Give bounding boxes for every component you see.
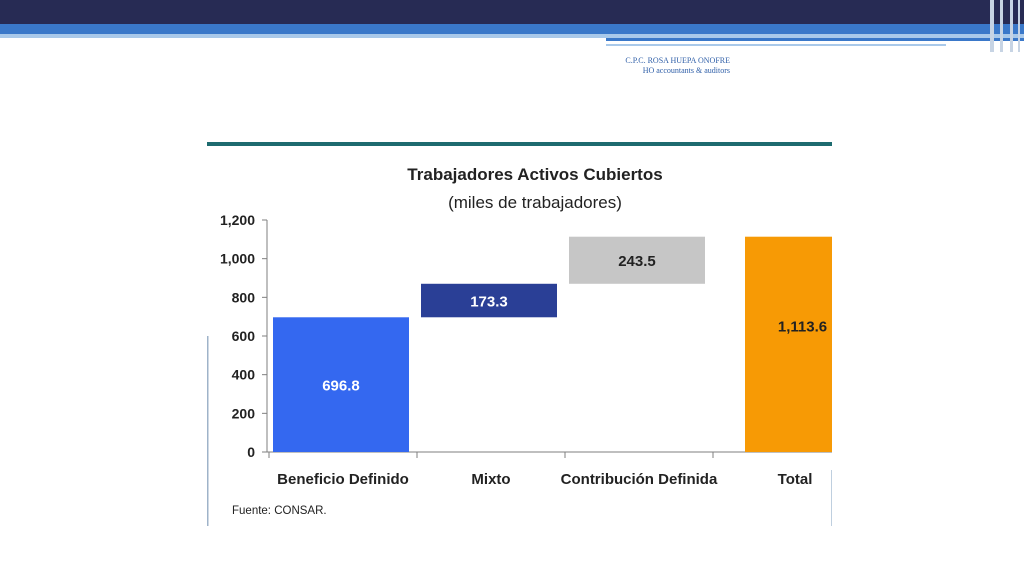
data-label: 243.5: [618, 253, 656, 270]
y-tick-label: 1,200: [220, 212, 255, 228]
source-note: Fuente: CONSAR.: [232, 505, 327, 517]
y-tick-label: 0: [247, 444, 255, 460]
chart-subtitle: (miles de trabajadores): [448, 193, 622, 212]
data-label: 696.8: [322, 378, 360, 395]
y-tick-label: 1,000: [220, 251, 255, 267]
chart-panel: Trabajadores Activos Cubiertos (miles de…: [207, 140, 832, 526]
header-band-dark: [0, 0, 1024, 24]
data-label: 1,113.6: [778, 318, 827, 335]
header-accent-line: [606, 38, 1024, 41]
bar-contribución-definida: [569, 236, 705, 284]
header-band: [0, 0, 1024, 52]
bar-beneficio-definido: [273, 317, 409, 452]
y-tick-label: 200: [232, 405, 256, 421]
header-band-blue: [0, 24, 1024, 34]
x-category-label: Total: [778, 471, 813, 488]
y-tick-label: 600: [232, 328, 256, 344]
bar-total: [745, 236, 832, 452]
x-category-label: Beneficio Definido: [277, 471, 409, 488]
header-corner-stripe: [1000, 0, 1003, 52]
header-firm: HO accountants & auditors: [642, 66, 730, 75]
header-corner-stripe: [1018, 0, 1020, 52]
chart-top-rule: [207, 142, 832, 146]
data-label: 173.3: [470, 294, 508, 311]
plot-area: 0 200 400 600 800 1,000 1,200 696.8 Beneficio De…: [220, 212, 832, 488]
header-corner-stripe: [990, 0, 994, 52]
bar-mixto: [421, 283, 557, 318]
header-accent-line-thin: [606, 44, 946, 46]
x-category-label: Mixto: [471, 471, 510, 488]
waterfall-chart: Trabajadores Activos Cubiertos (miles de…: [207, 142, 832, 526]
x-category-label: Contribución Definida: [561, 471, 718, 488]
chart-right-edge: [831, 470, 832, 526]
y-tick-label: 400: [232, 367, 256, 383]
header-corner-stripe: [1010, 0, 1013, 52]
chart-left-edge: [207, 336, 209, 526]
y-tick-label: 800: [232, 289, 256, 305]
chart-title: Trabajadores Activos Cubiertos: [407, 165, 662, 184]
header-author: C.P.C. ROSA HUEPA ONOFRE: [625, 56, 730, 65]
header-credit: C.P.C. ROSA HUEPA ONOFRE HO accountants …: [600, 56, 730, 76]
header-band-light: [0, 34, 1024, 38]
